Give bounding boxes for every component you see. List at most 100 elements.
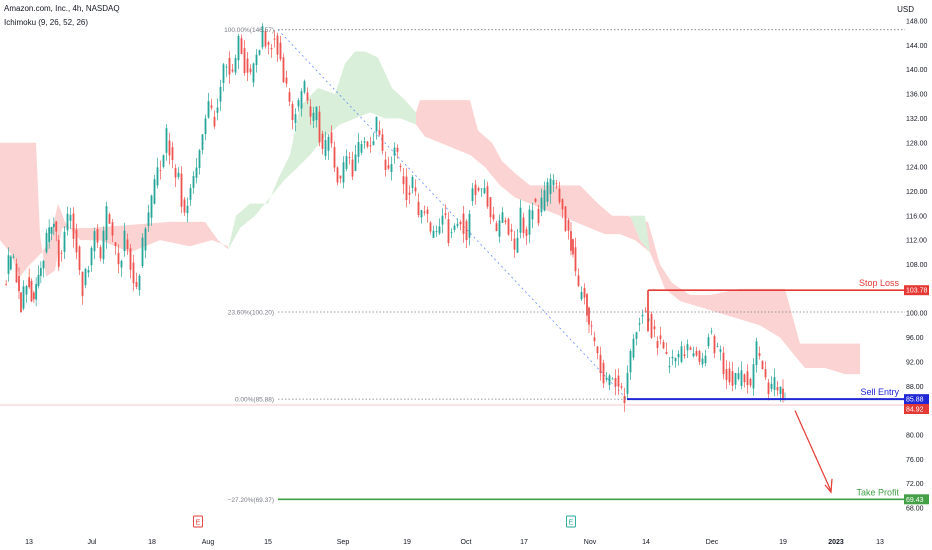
- candle: [186, 197, 189, 223]
- fib_236-label: 23.60%(100.20): [228, 309, 274, 316]
- candle: [219, 79, 222, 111]
- candle-body: [564, 206, 567, 231]
- candle-body: [577, 275, 580, 286]
- candle-body: [72, 213, 75, 239]
- candle: [399, 163, 402, 172]
- ichimoku-cloud: [0, 51, 860, 375]
- candle-body: [495, 223, 498, 232]
- candle: [360, 140, 363, 156]
- candle-body: [198, 150, 201, 169]
- candle-body: [635, 332, 638, 339]
- candle-body: [210, 105, 213, 108]
- candle-body: [324, 139, 327, 157]
- candle: [614, 369, 617, 396]
- candle-body: [432, 230, 435, 238]
- candle: [375, 116, 378, 140]
- candle-body: [713, 335, 716, 354]
- candle-body: [327, 136, 330, 151]
- candles: [5, 23, 786, 412]
- last-price-badge: [904, 403, 929, 414]
- indicator-label[interactable]: Ichimoku (9, 26, 52, 26): [4, 18, 89, 27]
- candle: [405, 168, 408, 208]
- candle-body: [186, 205, 189, 214]
- candle-body: [737, 373, 740, 380]
- candle-body: [492, 214, 495, 220]
- candle-body: [22, 286, 25, 309]
- candle: [558, 181, 561, 205]
- candle-body: [546, 181, 549, 202]
- candle: [198, 148, 201, 175]
- candle-body: [18, 275, 20, 292]
- candle: [743, 373, 746, 388]
- candle: [420, 209, 423, 224]
- candle-body: [102, 230, 105, 260]
- candle: [168, 132, 171, 165]
- candle-body: [183, 199, 186, 213]
- candle: [300, 88, 303, 117]
- candle-body: [264, 30, 267, 47]
- candle-body: [462, 213, 465, 234]
- candle-body: [309, 106, 312, 117]
- candle: [486, 181, 489, 209]
- candle: [483, 179, 486, 194]
- candle-body: [617, 375, 620, 387]
- candle-body: [611, 378, 614, 380]
- y-tick: 108.00: [906, 262, 928, 269]
- candle: [42, 259, 45, 278]
- candle-body: [719, 349, 722, 352]
- candle-body: [504, 220, 507, 223]
- candle-body: [15, 263, 18, 283]
- candle: [315, 106, 318, 128]
- candle: [435, 225, 438, 237]
- candle-body: [537, 208, 540, 224]
- candle: [474, 179, 477, 205]
- candle-body: [156, 167, 159, 186]
- candle-body: [126, 239, 129, 249]
- candle-body: [234, 57, 237, 73]
- candle: [273, 30, 276, 48]
- candle: [270, 43, 273, 58]
- candle: [740, 361, 743, 390]
- candle: [150, 194, 153, 226]
- candle-body: [117, 252, 120, 265]
- candle: [12, 253, 15, 259]
- candle-body: [764, 368, 767, 378]
- candle: [312, 106, 315, 129]
- candle: [177, 167, 180, 180]
- candle: [258, 49, 261, 56]
- candle-body: [267, 42, 270, 45]
- candle: [111, 219, 114, 243]
- candle-body: [303, 81, 306, 93]
- candle-body: [213, 116, 216, 127]
- candle-body: [644, 310, 647, 312]
- candle-body: [381, 134, 384, 151]
- sell-entry-badge: [904, 394, 929, 405]
- candle-body: [25, 286, 28, 295]
- candle: [282, 53, 285, 83]
- candle-body: [510, 229, 513, 232]
- candle-body: [37, 275, 40, 286]
- candle-body: [180, 173, 183, 207]
- candle-body: [447, 219, 450, 244]
- candle-body: [513, 238, 516, 250]
- candle: [495, 220, 498, 232]
- candle-body: [111, 222, 114, 236]
- candle-body: [363, 141, 366, 143]
- y-tick: 68.00: [906, 506, 924, 513]
- candle-body: [222, 64, 225, 84]
- candle-body: [453, 225, 456, 230]
- candle: [147, 204, 150, 232]
- candle-body: [402, 176, 405, 185]
- candle: [25, 285, 28, 303]
- candle-body: [261, 26, 264, 48]
- candle-body: [567, 219, 570, 231]
- candle: [525, 226, 528, 245]
- projection-arrowhead: [824, 478, 833, 494]
- take-profit-badge-text: 69.43: [906, 497, 924, 504]
- candle: [231, 64, 234, 73]
- candle: [252, 62, 255, 87]
- candle-body: [516, 237, 519, 253]
- candle: [276, 32, 279, 62]
